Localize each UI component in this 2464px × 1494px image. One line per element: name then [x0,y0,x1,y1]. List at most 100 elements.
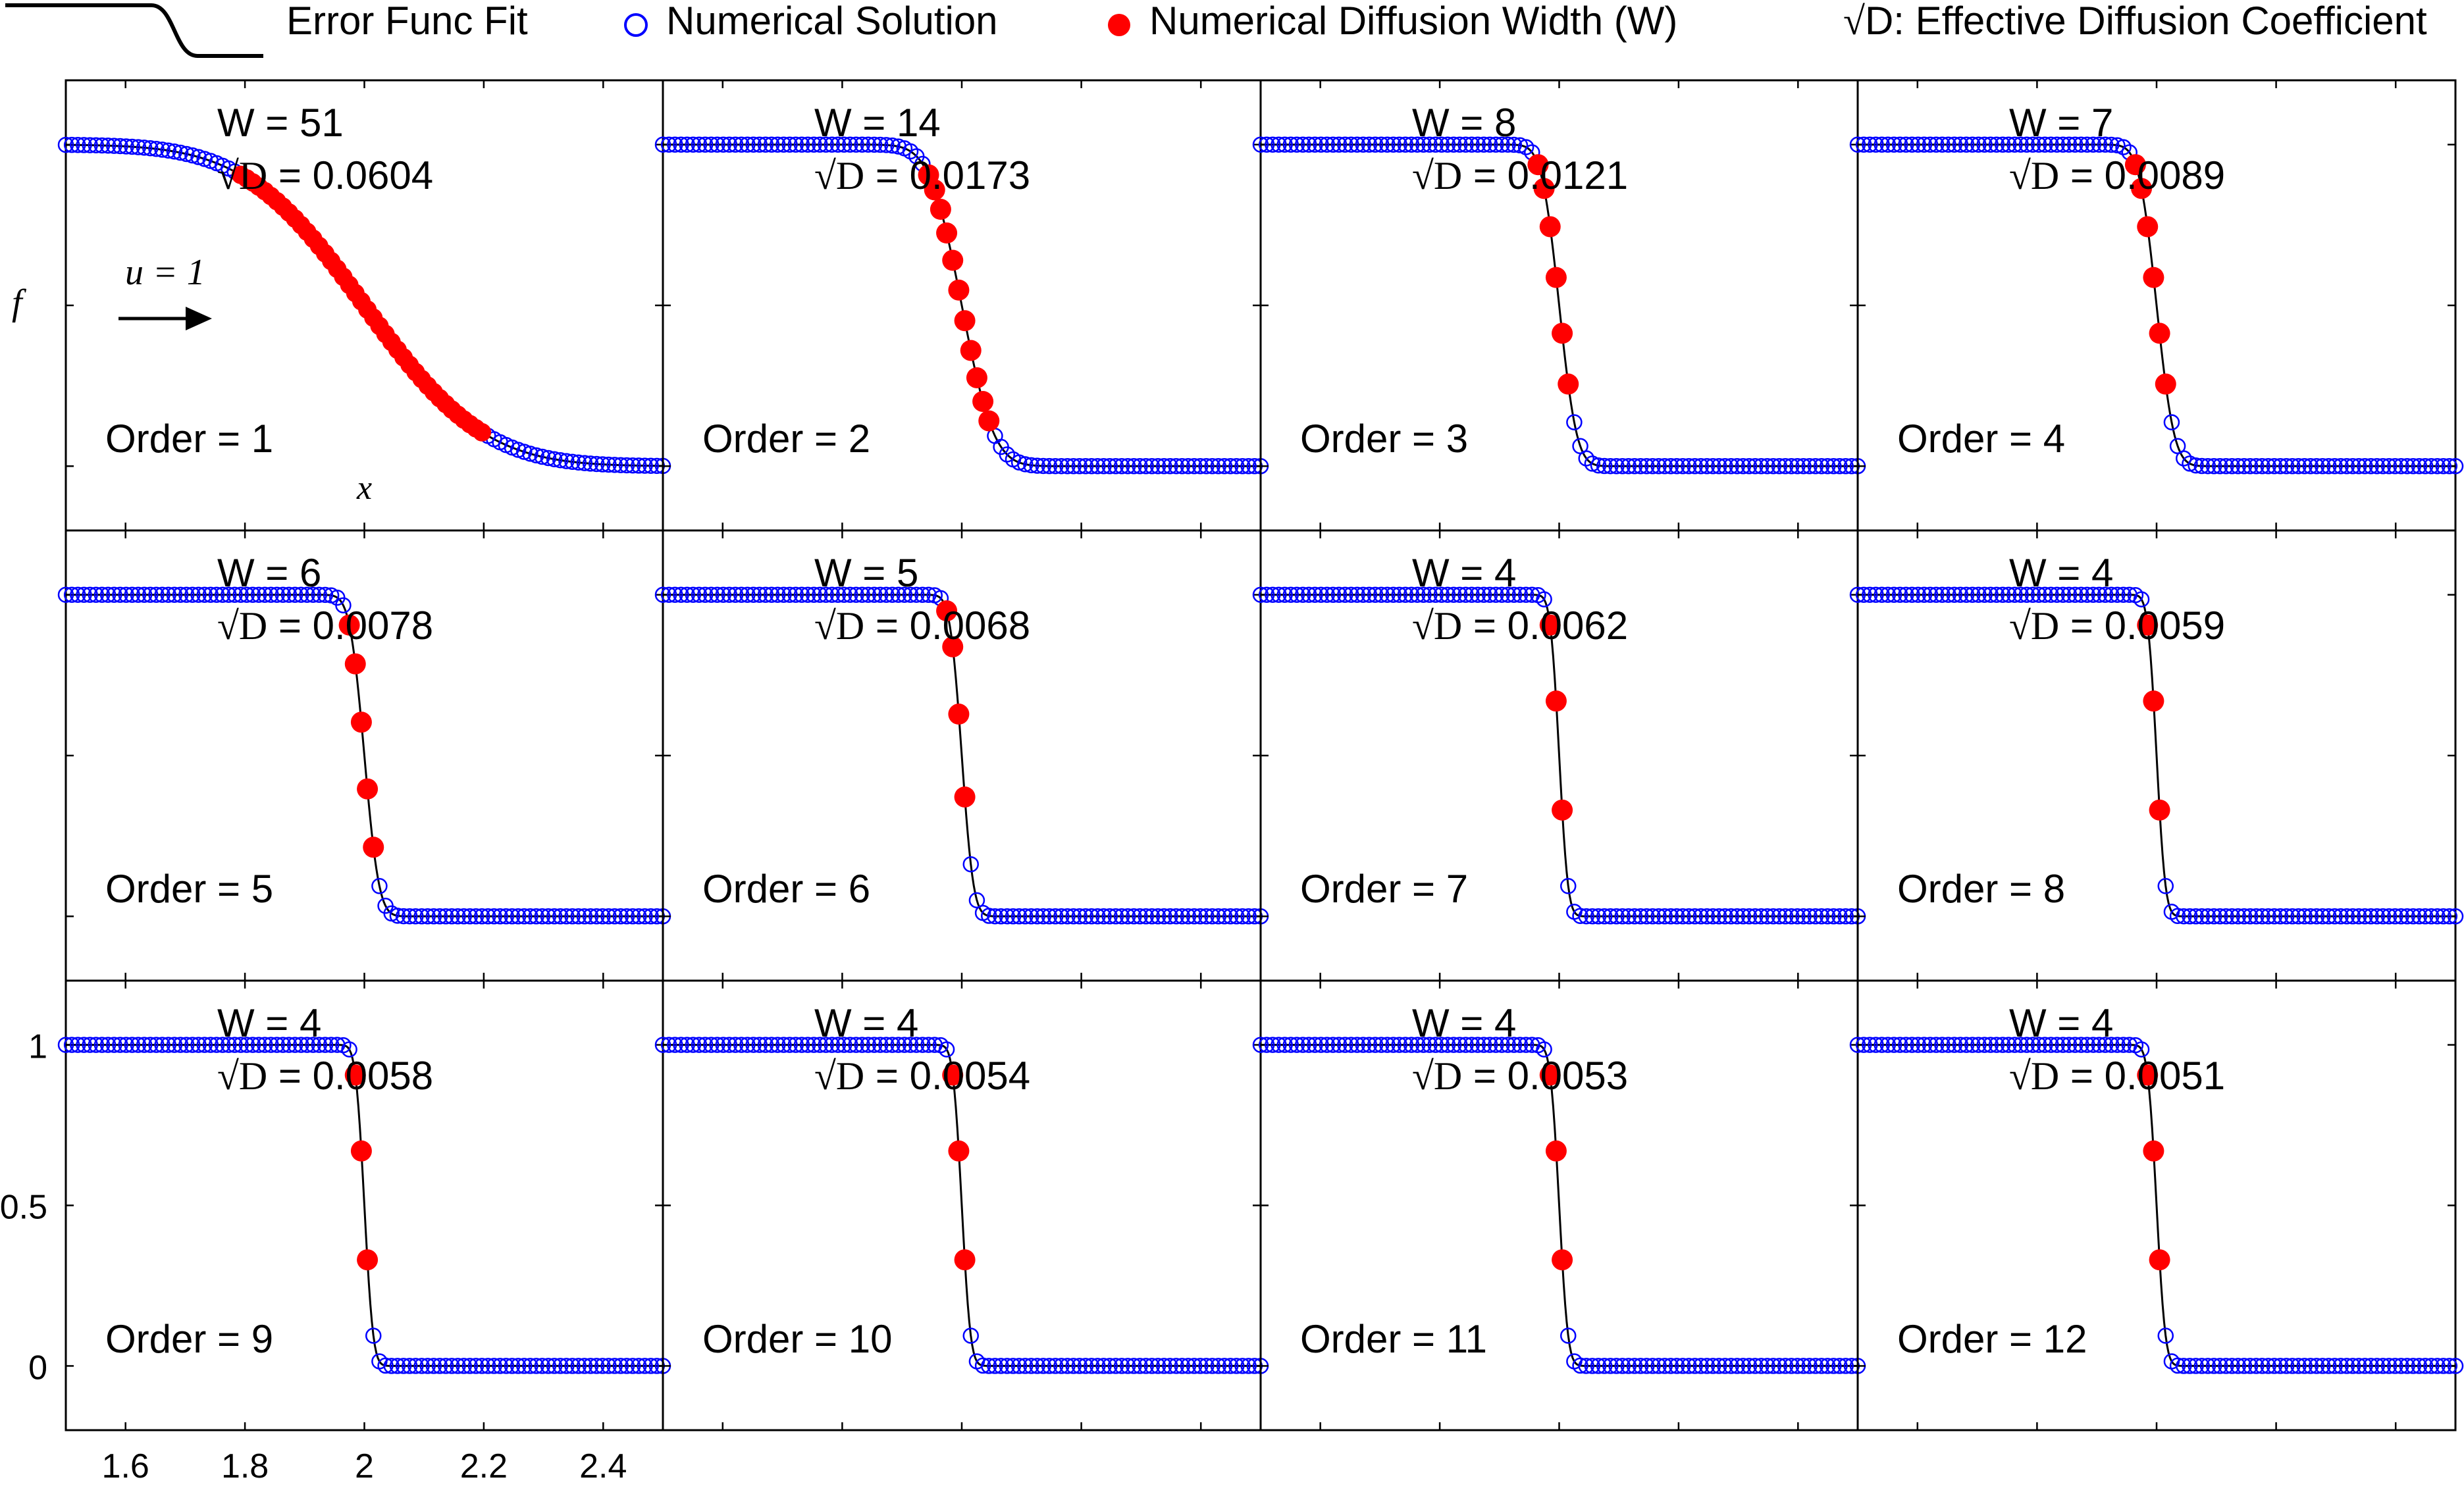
numerical-solution-point [136,586,153,603]
numerical-solution-point [1777,458,1794,475]
numerical-solution-point [770,586,786,603]
numerical-solution-point [2199,457,2216,475]
numerical-solution-point [112,138,128,155]
diffusion-width-point [2131,178,2153,199]
numerical-solution-point [1101,908,1118,925]
numerical-solution-point [1307,136,1323,153]
numerical-solution-point [2272,1358,2289,1374]
diffusion-width-point [344,653,366,675]
numerical-solution-point [2001,586,2017,603]
numerical-solution-point [305,586,321,603]
numerical-solution-point [190,149,207,165]
numerical-solution-point [1222,1358,1239,1374]
numerical-solution-point [1922,1037,1939,1053]
numerical-solution-point [1258,586,1275,603]
numerical-solution-point [2169,1357,2186,1374]
numerical-solution-point [480,1358,496,1374]
numerical-solution-point [1506,586,1523,603]
numerical-solution-point [1083,908,1100,925]
numerical-solution-point [1650,1358,1667,1374]
numerical-solution-point [842,136,858,153]
numerical-solution-point [1741,908,1758,925]
numerical-solution-point [606,908,623,925]
numerical-solution-point [2266,908,2283,925]
numerical-solution-point [1687,458,1703,475]
numerical-solution-point [160,1037,176,1053]
numerical-solution-point [2236,908,2253,925]
numerical-solution-point [691,136,708,153]
numerical-solution-point [2115,586,2132,603]
numerical-solution-point [1711,1358,1727,1374]
numerical-solution-point [2290,1358,2307,1374]
numerical-solution-point [1982,136,1999,153]
numerical-solution-point [1681,458,1697,475]
numerical-solution-point [558,453,575,469]
numerical-solution-point [1379,136,1396,153]
numerical-solution-point [293,1037,309,1053]
numerical-solution-point [1095,1358,1112,1374]
legend-open-circle-icon [624,13,648,37]
numerical-solution-point [564,1358,581,1374]
numerical-solution-point [1675,908,1691,925]
sqrt-d-symbol: √D [1412,154,1462,197]
diffusion-width-point [942,636,964,657]
numerical-solution-point [1143,1358,1161,1374]
error-func-fit-line [663,1044,1261,1367]
numerical-solution-point [1494,1037,1510,1053]
numerical-solution-point [576,908,593,925]
numerical-solution-point [2284,908,2301,925]
numerical-solution-point [1729,1358,1746,1374]
numerical-solution-point [1675,458,1691,475]
numerical-solution-point [770,136,786,153]
numerical-solution-point [872,586,889,603]
numerical-solution-point [2060,1037,2078,1053]
numerical-solution-point [1149,1358,1166,1374]
sqrt-d-value: = 0.0089 [2059,153,2225,197]
numerical-solution-point [244,1037,261,1053]
numerical-solution-point [1952,586,1969,603]
numerical-solution-point [1687,908,1703,925]
numerical-solution-point [1874,136,1890,153]
numerical-solution-point [691,1037,708,1053]
panel-order-8: W = 4 √D = 0.0059 Order = 8 [1849,529,2464,982]
numerical-solution-point [962,1327,980,1344]
numerical-solution-point [884,1037,901,1053]
w-value-label: W = 8 [1412,101,1516,145]
numerical-solution-point [1596,457,1613,475]
numerical-solution-point [1373,586,1390,603]
numerical-solution-point [1765,1358,1781,1374]
diffusion-width-point [1552,322,1573,344]
numerical-solution-point [890,586,906,603]
numerical-solution-point [2115,1037,2132,1053]
numerical-solution-point [1047,908,1064,925]
numerical-solution-point [920,1037,937,1053]
numerical-solution-point [1452,586,1468,603]
numerical-solution-point [1113,908,1130,925]
numerical-solution-point [1059,908,1076,925]
numerical-solution-point [1952,136,1969,153]
legend-filled-circle-icon [1108,14,1130,36]
numerical-solution-point [1301,136,1317,153]
numerical-solution-point [1608,1358,1625,1374]
panel-order-7: W = 4 √D = 0.0062 Order = 7 [1252,529,1866,982]
numerical-solution-point [2266,458,2283,475]
numerical-solution-point [1614,458,1631,475]
numerical-solution-point [2417,458,2434,475]
numerical-solution-point [2073,1037,2089,1053]
diffusion-width-point [972,390,994,412]
diffusion-width-point [954,786,976,808]
numerical-solution-point [2272,458,2289,475]
numerical-solution-point [1391,586,1407,603]
numerical-solution-point [1307,1037,1323,1053]
numerical-solution-point [1282,136,1299,153]
numerical-solution-point [63,1037,80,1053]
numerical-solution-point [1180,458,1197,475]
numerical-solution-point [745,1037,762,1053]
numerical-solution-point [1319,136,1336,153]
sqrt-d-value: = 0.0078 [267,604,433,648]
numerical-solution-point [1265,1037,1281,1053]
numerical-solution-point [226,586,243,603]
numerical-solution-point [1976,586,1993,603]
numerical-solution-point [166,1037,183,1053]
diffusion-width-point [2149,799,2170,821]
